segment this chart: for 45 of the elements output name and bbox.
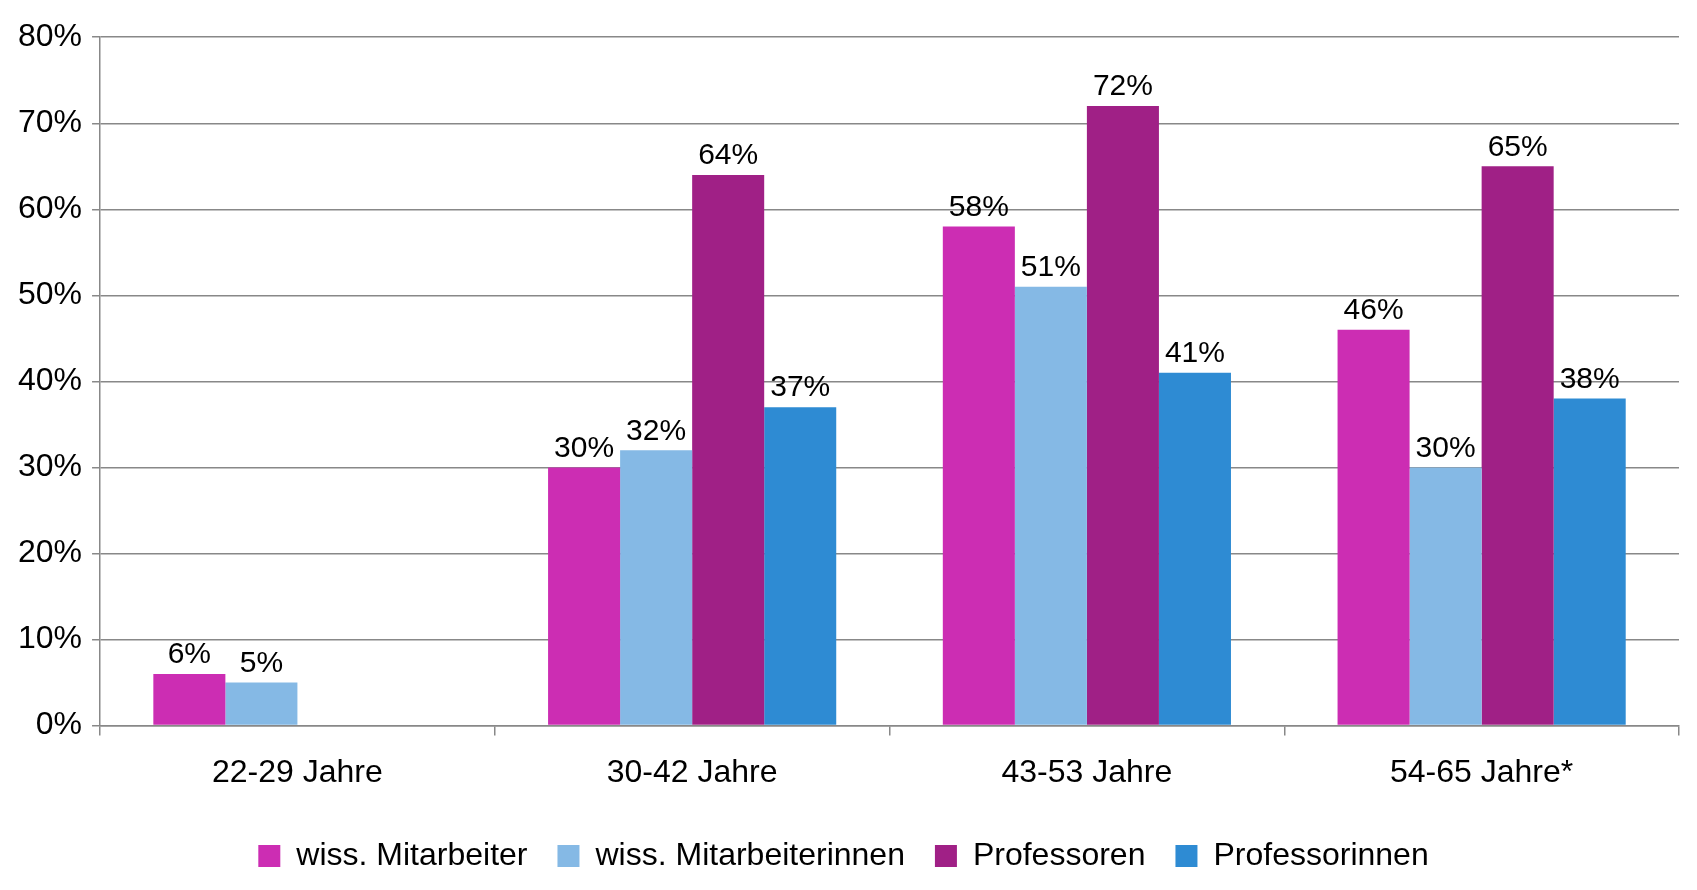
data-label: 65% [1487,128,1548,162]
bar [1337,329,1410,725]
bar [1086,106,1159,725]
legend-label: wiss. Mitarbeiterinnen [594,835,905,872]
bar [548,467,621,725]
bar [1014,286,1087,725]
x-tick-label: 54-65 Jahre* [1390,752,1574,789]
data-label: 30% [554,429,615,463]
x-tick-label: 43-53 Jahre [1001,752,1173,789]
x-tick-label: 30-42 Jahre [606,752,778,789]
bar [1158,372,1231,725]
bar [153,673,226,725]
y-tick-label: 70% [18,103,83,140]
x-tick-label: 22-29 Jahre [212,752,383,789]
data-label: 58% [948,188,1009,222]
y-tick-label: 10% [18,619,83,656]
bar [620,450,693,725]
data-label: 37% [770,369,831,403]
data-label: 5% [239,644,284,678]
data-label: 64% [698,137,759,171]
data-label: 6% [167,636,212,670]
bar [1409,467,1482,725]
data-label: 46% [1343,292,1404,326]
y-tick-label: 30% [18,447,83,484]
bar [692,174,765,725]
legend-label: wiss. Mitarbeiter [295,835,528,872]
y-tick-label: 40% [18,361,83,398]
y-tick-label: 50% [18,275,83,312]
y-tick-label: 80% [18,17,83,54]
data-label: 51% [1020,249,1081,283]
bar [225,682,298,725]
y-tick-label: 60% [18,189,83,226]
bar [764,407,837,725]
bar [1481,166,1554,725]
data-label: 72% [1092,68,1153,102]
data-label: 38% [1559,360,1620,394]
y-tick-label: 20% [18,533,83,570]
legend-label: Professorinnen [1213,835,1429,872]
data-label: 41% [1164,335,1225,369]
bar [1553,398,1626,725]
bar [942,226,1015,725]
data-label: 32% [626,412,687,446]
y-tick-label: 0% [35,705,83,742]
data-label: 30% [1415,429,1476,463]
legend-label: Professoren [972,835,1146,872]
